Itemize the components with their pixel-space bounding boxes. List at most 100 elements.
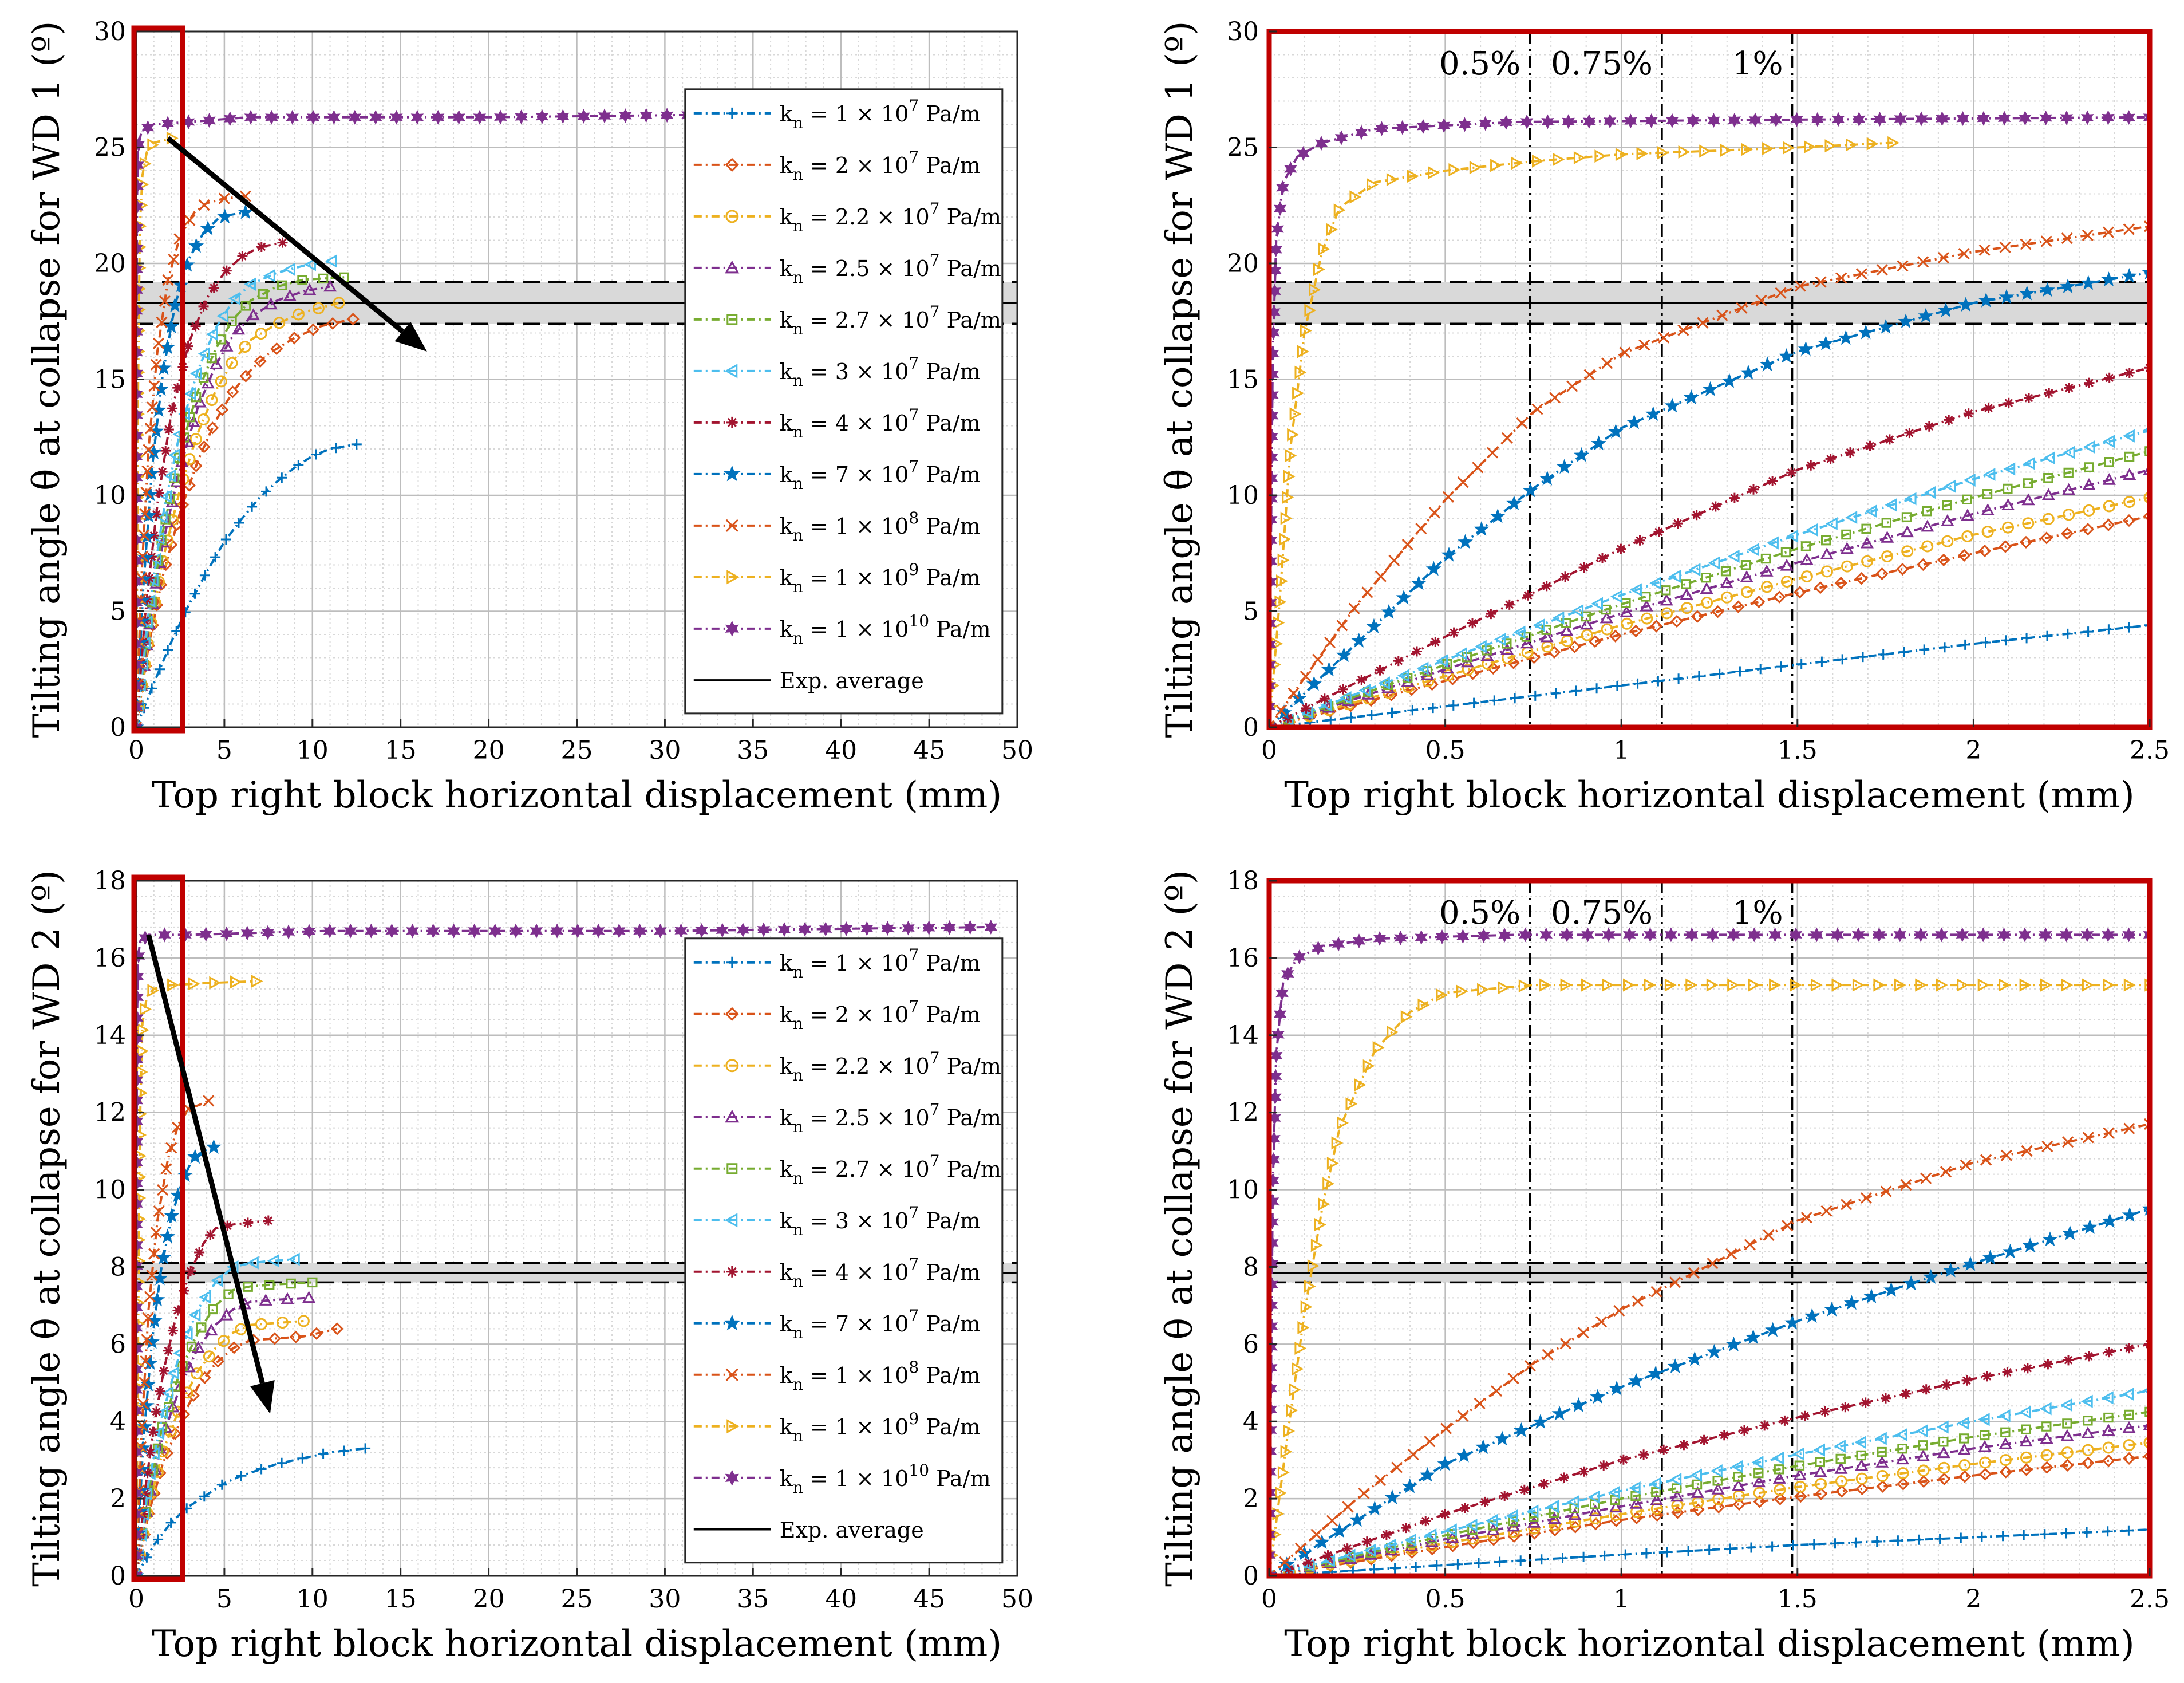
data-point [2081, 523, 2095, 536]
data-point [1690, 1468, 1703, 1482]
data-point [1279, 1556, 1291, 1568]
data-point [188, 977, 200, 991]
data-point [1571, 604, 1584, 618]
data-point [277, 280, 287, 290]
data-point [1446, 672, 1459, 685]
data-point [1937, 252, 1949, 264]
data-point [1941, 1379, 1952, 1390]
data-point [1997, 1531, 2008, 1542]
data-point [2060, 1398, 2072, 1412]
data-point [1765, 1322, 1781, 1337]
data-point [1825, 454, 1836, 464]
y-tick-label: 15 [1227, 365, 1259, 395]
data-point [2022, 1363, 2033, 1374]
data-point [1427, 1533, 1437, 1544]
data-point [1981, 1371, 1992, 1382]
data-point [210, 552, 221, 563]
data-point [206, 328, 218, 341]
data-point [1632, 678, 1643, 689]
legend-label: kn = 1 × 107 Pa/m [780, 96, 981, 132]
data-point [2041, 488, 2055, 500]
data-point [165, 1142, 177, 1154]
data-point [2102, 473, 2116, 485]
data-point [136, 1568, 143, 1576]
x-tick-label: 10 [297, 1585, 329, 1614]
data-point [1581, 629, 1593, 641]
data-point [264, 1280, 275, 1290]
data-point [276, 1317, 289, 1329]
data-point [1401, 675, 1415, 687]
data-point [172, 1305, 183, 1316]
data-point [1373, 931, 1387, 946]
data-point [1806, 523, 1818, 537]
data-point [1644, 978, 1656, 992]
data-point [200, 220, 216, 235]
data-point [1348, 602, 1360, 614]
data-point [1441, 669, 1454, 681]
data-point [1854, 1436, 1866, 1449]
data-point [819, 921, 832, 937]
data-point [1480, 649, 1494, 661]
data-point [1490, 159, 1502, 172]
data-point [1936, 1420, 1949, 1434]
data-point [1375, 570, 1387, 582]
data-point [1304, 304, 1317, 317]
data-point [1332, 1523, 1348, 1538]
data-point [1915, 978, 1928, 992]
data-point [1547, 1512, 1561, 1524]
data-point [187, 1149, 203, 1164]
data-point [189, 588, 200, 599]
legend-label: kn = 2.7 × 107 Pa/m [780, 1152, 1001, 1188]
data-point [1597, 553, 1608, 563]
data-point [1602, 978, 1614, 992]
data-point [147, 138, 160, 152]
data-point [1321, 661, 1337, 677]
data-point [1381, 604, 1397, 619]
data-point [1999, 1437, 2012, 1449]
data-point [2124, 622, 2135, 633]
data-point [1878, 318, 1894, 334]
data-point [283, 262, 295, 276]
x-tick-label: 1.5 [1778, 736, 1818, 765]
series-line [136, 318, 354, 727]
data-point [344, 923, 357, 939]
data-point [2061, 232, 2073, 245]
data-point [1306, 676, 1322, 691]
data-point [1721, 373, 1737, 388]
data-point [1917, 1464, 1930, 1477]
data-point [1457, 534, 1474, 549]
data-point [1342, 1501, 1354, 1513]
data-point [220, 1308, 234, 1321]
data-point [410, 109, 424, 125]
data-point [168, 253, 180, 266]
data-point [1498, 981, 1510, 995]
data-point [310, 1327, 323, 1340]
data-point [2001, 635, 2012, 646]
y-tick-label: 4 [110, 1407, 126, 1436]
x-tick-label: 0 [1261, 736, 1277, 765]
data-point [1499, 115, 1513, 130]
data-point [736, 923, 749, 938]
data-point [1562, 114, 1575, 129]
legend-marker [726, 570, 740, 585]
data-point [535, 109, 549, 124]
data-point [1346, 712, 1356, 723]
legend-marker [725, 620, 739, 637]
data-point [157, 1184, 169, 1196]
data-point [1396, 120, 1409, 135]
data-point [1292, 387, 1304, 400]
data-point [2019, 1530, 2029, 1540]
data-point [156, 1406, 168, 1420]
data-point [2063, 446, 2075, 459]
data-point [1691, 1486, 1704, 1498]
y-tick-label: 14 [94, 1021, 126, 1050]
data-point [1835, 1453, 1846, 1464]
data-point [2101, 271, 2117, 287]
data-point [2001, 498, 2015, 510]
y-axis-label: Tilting angle θ at collapse for WD 1 (º) [1159, 21, 1201, 738]
data-point [2043, 451, 2055, 465]
data-point [2022, 1237, 2038, 1253]
data-point [1772, 1451, 1784, 1465]
data-point [2039, 1402, 2052, 1416]
data-point [2083, 504, 2095, 517]
